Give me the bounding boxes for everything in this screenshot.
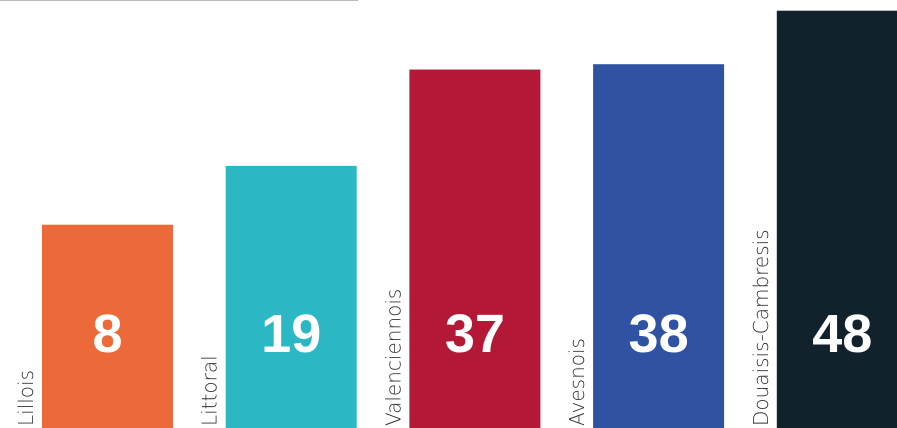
value-label: 8: [92, 304, 122, 364]
value-label: 37: [445, 304, 505, 364]
category-label: Douaisis-Cambresis: [749, 229, 773, 426]
bar: [593, 64, 725, 428]
category-label: Avesnois: [565, 338, 589, 426]
category-label: Valenciennois: [381, 289, 405, 426]
bar: [776, 10, 897, 428]
category-label: Littoral: [198, 355, 222, 426]
bar: [225, 165, 357, 428]
value-label: 19: [261, 304, 321, 364]
value-label: 38: [629, 304, 689, 364]
bar: [409, 69, 541, 428]
bar: [42, 224, 173, 428]
value-label: 48: [812, 304, 872, 364]
category-label: Lillois: [14, 370, 38, 426]
